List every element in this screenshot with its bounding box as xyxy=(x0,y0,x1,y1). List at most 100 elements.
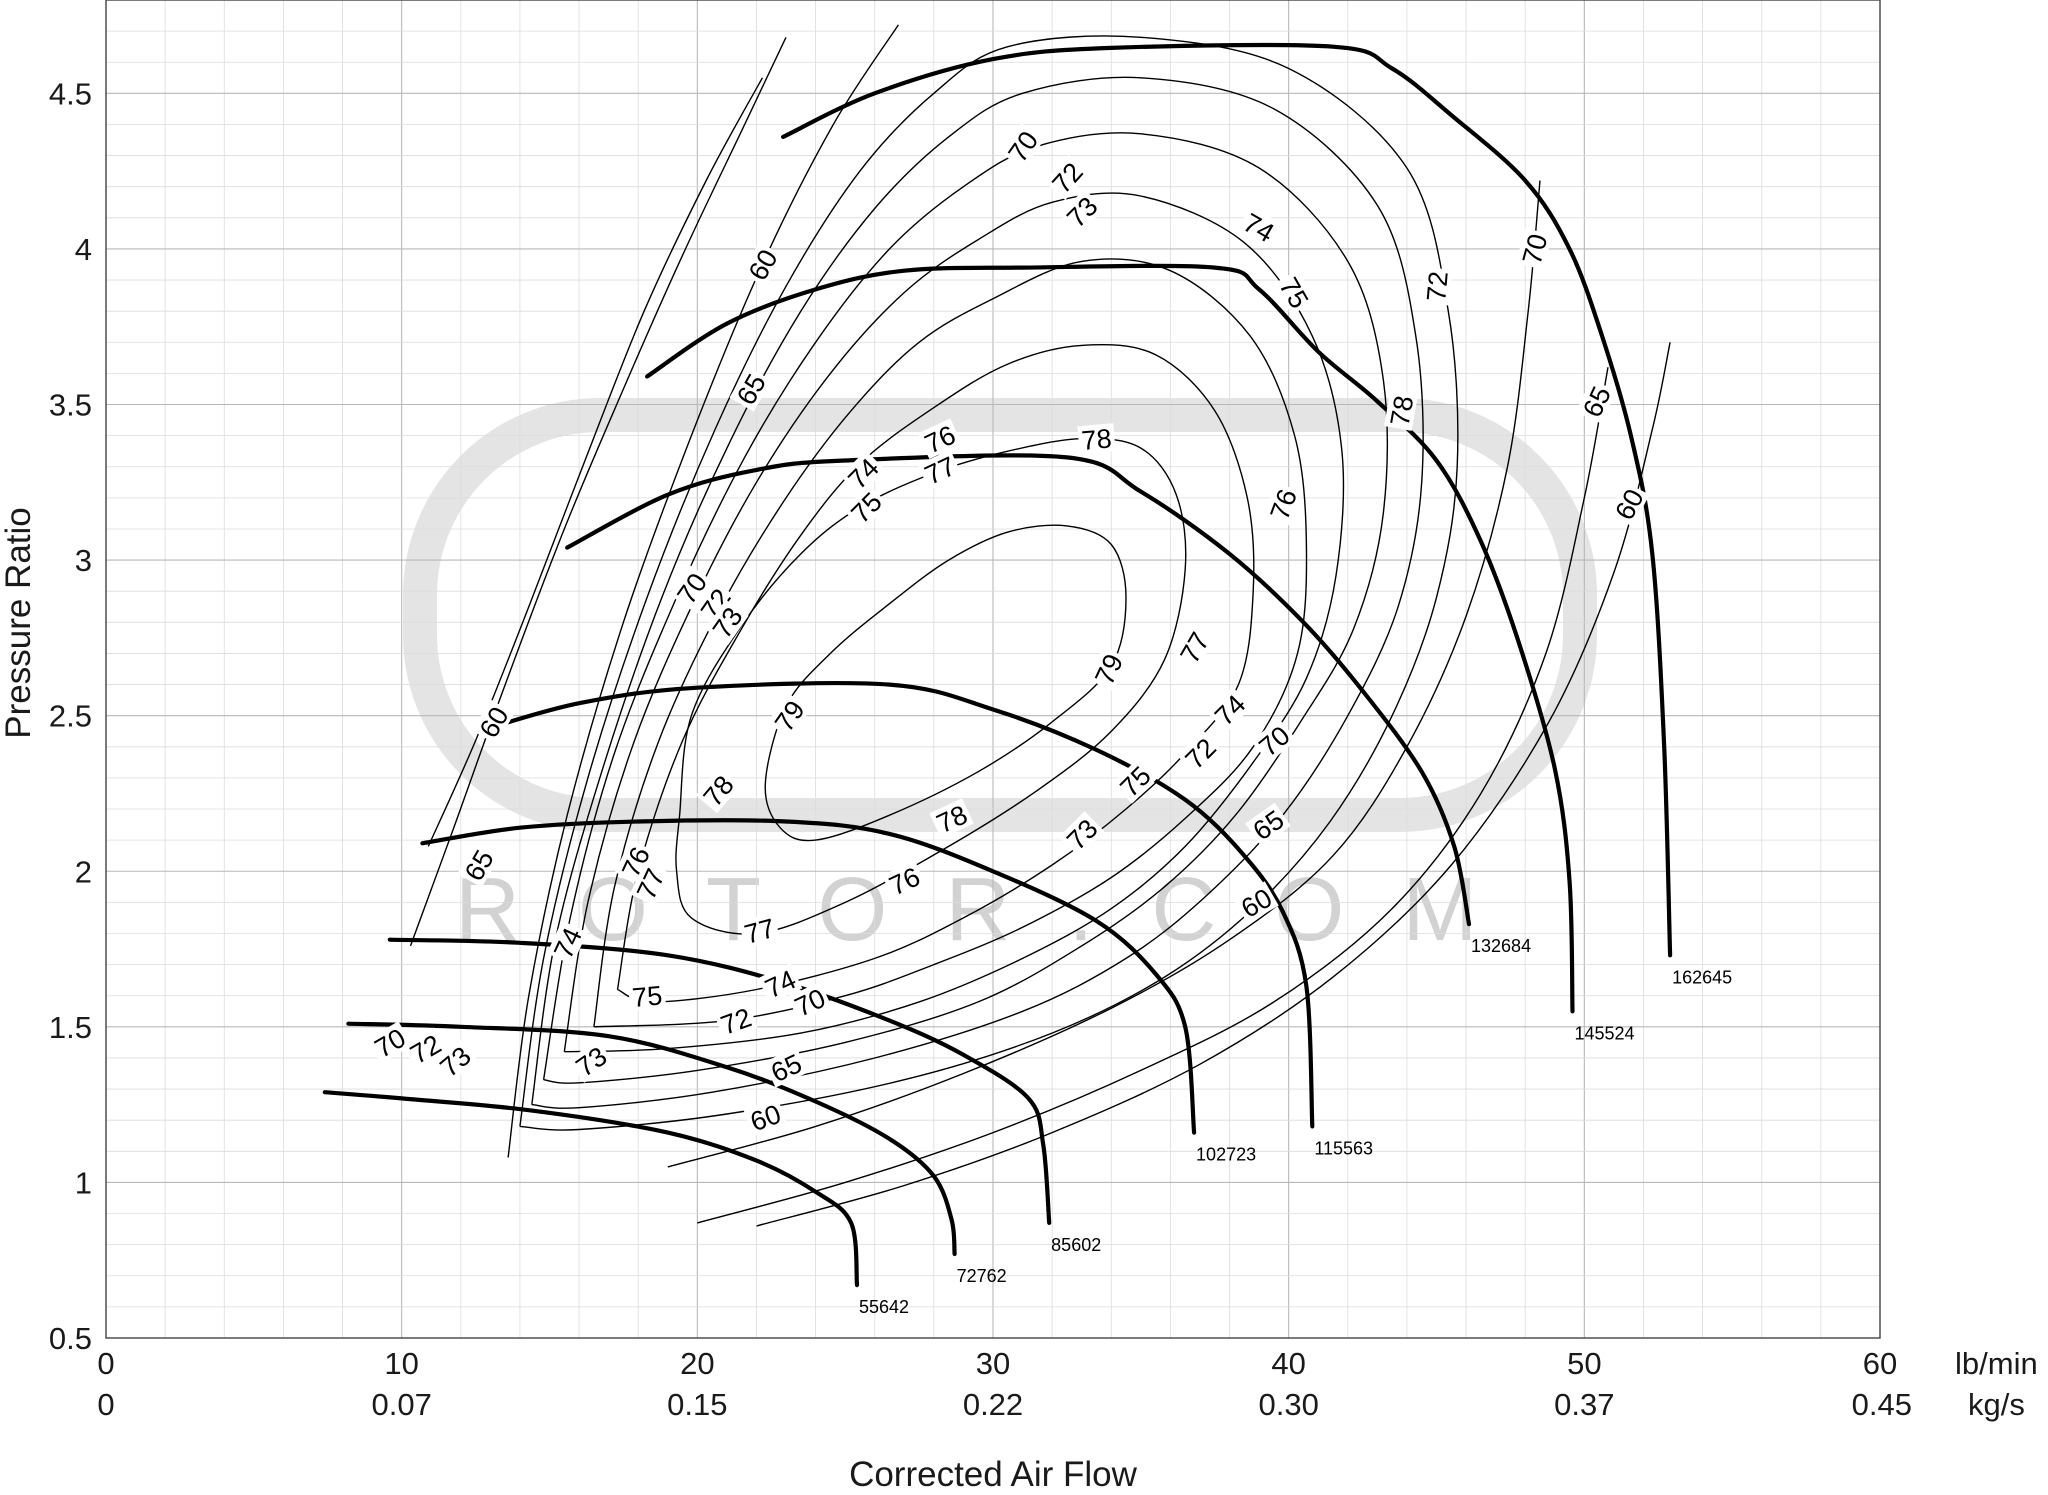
efficiency-label-bg xyxy=(1044,154,1090,201)
x-unit-secondary: kg/s xyxy=(1968,1387,2025,1422)
efficiency-label: 76 xyxy=(1263,482,1303,526)
efficiency-label: 70 xyxy=(1515,227,1553,270)
efficiency-label-bg xyxy=(367,1021,413,1064)
speed-line-85602 xyxy=(387,937,1052,1225)
efficiency-label-bg xyxy=(1172,624,1216,670)
efficiency-contour-70 xyxy=(507,24,899,1158)
efficiency-label: 78 xyxy=(1384,390,1420,431)
efficiency-label-bg xyxy=(1112,758,1158,804)
efficiency-label-bg xyxy=(432,1038,478,1084)
efficiency-label-text: 74 xyxy=(1209,689,1251,731)
efficiency-label-bg xyxy=(1515,227,1553,270)
speed-line-102723 xyxy=(420,818,1197,1135)
efficiency-label-bg xyxy=(1000,123,1045,169)
efficiency-label-bg xyxy=(840,450,886,496)
efficiency-contour-73 xyxy=(531,76,1424,1109)
efficiency-label-bg xyxy=(917,418,963,459)
speed-line-label: 115563 xyxy=(1314,1138,1373,1158)
efficiency-label-bg xyxy=(1273,269,1316,316)
x-tick-label: 50 xyxy=(1567,1346,1601,1381)
efficiency-label-bg xyxy=(568,1039,614,1083)
x-tick-label: 40 xyxy=(1271,1346,1305,1381)
plot-frame xyxy=(105,0,1881,1339)
efficiency-label-bg xyxy=(669,565,714,611)
efficiency-label-bg xyxy=(757,963,803,1004)
efficiency-label-bg xyxy=(695,767,741,814)
efficiency-label-text: 77 xyxy=(1174,627,1215,668)
efficiency-label-bg xyxy=(917,449,963,491)
efficiency-label-bg xyxy=(843,484,889,530)
efficiency-label: 70 xyxy=(1251,718,1297,763)
speed-line-115563 xyxy=(476,680,1315,1129)
y-tick-label: 1.5 xyxy=(49,1010,92,1045)
speed-line-145524 xyxy=(645,263,1575,1014)
x-axis-title: Corrected Air Flow xyxy=(849,1455,1138,1494)
efficiency-label: 74 xyxy=(1206,686,1253,733)
y-tick-label: 3.5 xyxy=(49,388,92,423)
efficiency-label-text: 73 xyxy=(571,1041,613,1083)
efficiency-label-bg xyxy=(629,861,671,906)
y-tick-label: 4 xyxy=(75,232,92,267)
efficiency-label: 74 xyxy=(1236,205,1282,248)
efficiency-label-text: 72 xyxy=(1421,270,1454,303)
efficiency-label-bg xyxy=(1088,646,1129,692)
x-tick-label: 60 xyxy=(1863,1346,1897,1381)
speed-line-label: 162645 xyxy=(1672,967,1732,987)
efficiency-label-bg xyxy=(767,692,811,739)
speed-line-132684 xyxy=(565,453,1472,927)
efficiency-label-text: 70 xyxy=(1253,720,1295,762)
efficiency-label-bg xyxy=(546,920,588,966)
efficiency-label: 77 xyxy=(1172,624,1216,670)
speed-line-label: 55642 xyxy=(859,1297,909,1317)
efficiency-label-bg xyxy=(929,798,974,839)
efficiency-label-text: 75 xyxy=(1114,760,1156,802)
y-tick-label: 4.5 xyxy=(49,76,92,111)
x-tick-label: 0 xyxy=(97,1346,114,1381)
efficiency-label-text: 70 xyxy=(1003,126,1045,168)
speed-line-label: 102723 xyxy=(1196,1145,1256,1165)
efficiency-contour-77 xyxy=(616,343,1255,1003)
speed-line-label: 72762 xyxy=(957,1266,1007,1286)
efficiency-label-bg xyxy=(1607,481,1650,527)
efficiency-contour-78 xyxy=(675,437,1187,935)
efficiency-label-bg xyxy=(1420,267,1453,306)
efficiency-label-text: 75 xyxy=(845,487,887,529)
efficiency-contour-72 xyxy=(519,35,1459,1131)
x-tick-label-secondary: 0.45 xyxy=(1852,1387,1912,1422)
efficiency-label: 70 xyxy=(787,981,832,1023)
efficiency-contour-60 xyxy=(427,77,764,847)
efficiency-label-bg xyxy=(729,366,772,412)
efficiency-label-bg xyxy=(1263,482,1303,526)
efficiency-label-bg xyxy=(1251,718,1297,763)
x-unit-primary: lb/min xyxy=(1955,1346,2038,1381)
efficiency-label-bg xyxy=(705,599,749,646)
efficiency-contour-65 xyxy=(409,36,787,947)
efficiency-contour-79 xyxy=(764,524,1127,842)
efficiency-label-bg xyxy=(1384,390,1418,431)
y-tick-label: 1 xyxy=(75,1165,92,1200)
efficiency-label-text: 60 xyxy=(743,244,784,285)
efficiency-label: 78 xyxy=(1077,423,1116,456)
efficiency-label-bg xyxy=(457,842,500,888)
efficiency-label-text: 65 xyxy=(1577,382,1617,422)
efficiency-label-bg xyxy=(1059,811,1105,857)
efficiency-label-text: 75 xyxy=(631,980,664,1013)
efficiency-label: 79 xyxy=(767,692,811,739)
efficiency-label-bg xyxy=(693,580,737,627)
speed-line-label: 145524 xyxy=(1575,1023,1635,1043)
x-tick-label-secondary: 0.37 xyxy=(1554,1387,1614,1422)
efficiency-label-bg xyxy=(787,981,832,1023)
efficiency-label-bg xyxy=(472,699,515,745)
x-tick-label: 10 xyxy=(384,1346,418,1381)
x-tick-label-secondary: 0.15 xyxy=(667,1387,727,1422)
x-tick-label: 30 xyxy=(976,1346,1010,1381)
efficiency-label-bg xyxy=(1233,881,1279,924)
speed-line-label: 132684 xyxy=(1471,936,1531,956)
efficiency-label-bg xyxy=(1245,802,1291,847)
efficiency-label-bg xyxy=(1077,423,1116,455)
efficiency-label: 70 xyxy=(1000,123,1045,169)
efficiency-label: 60 xyxy=(472,699,515,745)
efficiency-label: 75 xyxy=(843,484,889,530)
efficiency-label-text: 78 xyxy=(1385,393,1420,428)
